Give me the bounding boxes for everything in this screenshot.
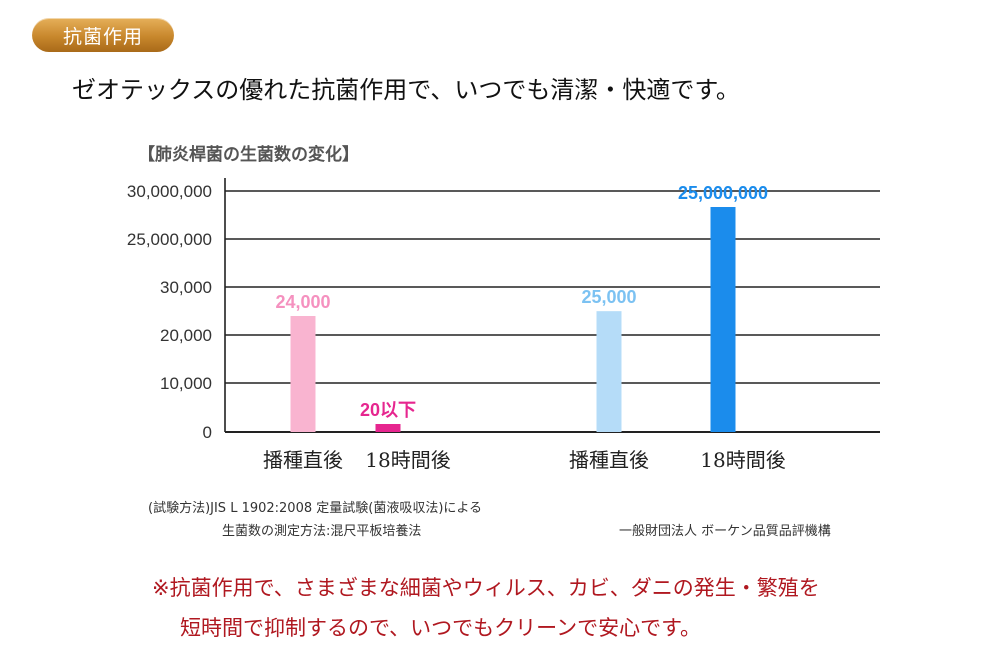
data-label: 20以下 bbox=[360, 400, 416, 420]
test-method-line-1: (試験方法)JIS L 1902:2008 定量試験(菌液吸収法)による bbox=[148, 501, 483, 516]
data-label: 25,000,000 bbox=[678, 183, 768, 203]
x-category-label: 播種直後 bbox=[569, 448, 649, 472]
testing-organization: 一般財団法人 ボーケン品質品評機構 bbox=[619, 524, 831, 539]
data-label: 24,000 bbox=[275, 292, 330, 312]
y-tick-label: 20,000 bbox=[160, 326, 212, 345]
bar bbox=[710, 207, 736, 432]
y-tick-label: 30,000 bbox=[160, 278, 212, 297]
y-tick-label: 25,000,000 bbox=[127, 230, 212, 249]
section-badge-label: 抗菌作用 bbox=[62, 25, 143, 48]
data-label: 25,000 bbox=[581, 287, 636, 307]
x-category-label: 播種直後 bbox=[263, 448, 343, 472]
y-tick-label: 30,000,000 bbox=[127, 182, 212, 201]
x-category-label: 18時間後 bbox=[700, 448, 785, 472]
chart-title: 【肺炎桿菌の生菌数の変化】 bbox=[138, 145, 359, 165]
bar-chart: 0 10,000 20,000 30,000 25,000,000 30,000,000 2… bbox=[127, 178, 880, 472]
bar bbox=[596, 311, 622, 432]
section-badge: 抗菌作用 bbox=[32, 18, 174, 52]
headline: ゼオテックスの優れた抗菌作用で、いつでも清潔・快適です。 bbox=[72, 76, 740, 104]
x-category-label: 18時間後 bbox=[365, 448, 450, 472]
test-method-line-2: 生菌数の測定方法:混尺平板培養法 bbox=[222, 524, 422, 539]
y-tick-label: 10,000 bbox=[160, 374, 212, 393]
note-line-2: 短時間で抑制するので、いつでもクリーンで安心です。 bbox=[180, 616, 702, 640]
bar bbox=[290, 316, 316, 432]
note-line-1: ※抗菌作用で、さまざまな細菌やウィルス、カビ、ダニの発生・繁殖を bbox=[152, 576, 820, 600]
bar bbox=[375, 424, 401, 432]
y-tick-label: 0 bbox=[203, 423, 212, 442]
